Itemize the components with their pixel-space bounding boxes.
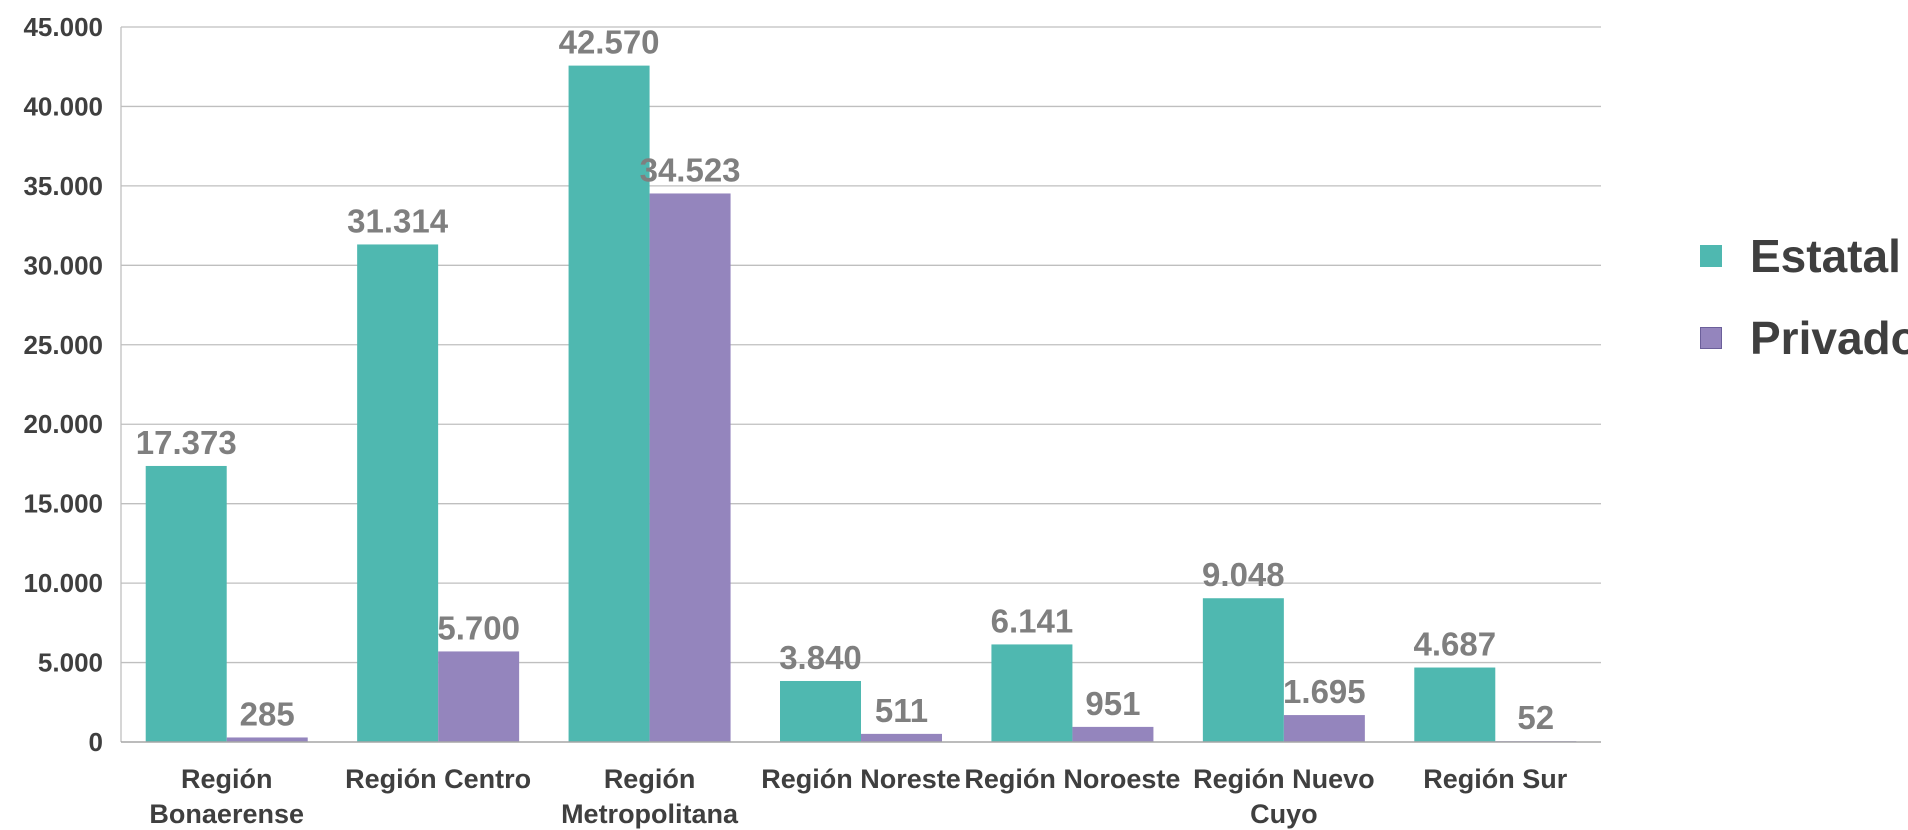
bar-estatal <box>568 65 650 743</box>
y-tick-label: 0 <box>89 727 103 757</box>
x-tick-label: Región Sur <box>1423 764 1567 794</box>
legend-label-privado: Privado <box>1750 312 1908 364</box>
x-tick-label: Región Centro <box>345 764 531 794</box>
gridlines <box>121 26 1601 664</box>
x-axis: Región Bonaerense Región Centro Región Metro… <box>121 741 1601 829</box>
data-label-estatal: 3.840 <box>779 639 862 676</box>
data-label-privado: 34.523 <box>640 151 741 188</box>
y-tick-label: 40.000 <box>23 91 103 121</box>
bar-privado <box>861 733 942 742</box>
y-tick-label: 20.000 <box>23 409 103 439</box>
bars <box>145 65 1577 743</box>
data-label-privado: 951 <box>1085 685 1140 722</box>
bar-privado <box>226 737 308 742</box>
data-label-estatal: 42.570 <box>559 24 660 61</box>
x-tick-label: Metropolitana <box>561 799 739 829</box>
bar-privado <box>438 651 520 742</box>
data-label-privado: 285 <box>240 695 295 732</box>
bar-estatal <box>145 465 227 742</box>
x-tick-label: Región <box>604 764 696 794</box>
y-tick-label: 10.000 <box>23 568 103 598</box>
bar-estatal <box>1414 667 1496 742</box>
y-tick-label: 30.000 <box>23 250 103 280</box>
bar-estatal <box>991 644 1073 742</box>
x-tick-label: Cuyo <box>1250 799 1318 829</box>
data-labels: 17.373 31.314 42.570 3.840 6.141 9.048 4.687 28… <box>136 24 1554 737</box>
legend-swatch-estatal <box>1700 245 1722 267</box>
data-label-estatal: 4.687 <box>1413 626 1496 663</box>
legend-item-estatal: Estatal <box>1700 215 1908 297</box>
bar-estatal <box>1202 598 1284 742</box>
bar-privado <box>649 193 731 742</box>
data-label-privado: 511 <box>875 692 928 729</box>
x-tick-label: Región Nuevo <box>1193 764 1375 794</box>
data-label-privado: 52 <box>1517 699 1554 736</box>
bar-privado <box>1283 715 1365 742</box>
bar-privado <box>1072 726 1154 742</box>
y-tick-label: 35.000 <box>23 171 103 201</box>
data-label-estatal: 9.048 <box>1202 556 1285 593</box>
legend-item-privado: Privado <box>1700 297 1908 379</box>
data-label-privado: 1.695 <box>1283 673 1366 710</box>
x-tick-label: Región Noreste <box>761 764 961 794</box>
legend-swatch-privado <box>1700 327 1722 349</box>
data-label-privado: 5.700 <box>437 609 520 646</box>
x-tick-label: Bonaerense <box>149 799 304 829</box>
legend-label-estatal: Estatal <box>1750 230 1901 282</box>
data-label-estatal: 6.141 <box>991 602 1074 639</box>
bar-estatal <box>780 680 861 742</box>
legend: Estatal Privado <box>1700 215 1908 379</box>
y-tick-label: 5.000 <box>38 648 103 678</box>
x-tick-label: Región Noroeste <box>964 764 1180 794</box>
data-label-estatal: 17.373 <box>136 424 237 461</box>
y-axis: 0 5.000 10.000 15.000 20.000 25.000 30.000 35.0… <box>23 12 122 757</box>
bar-estatal <box>357 244 439 743</box>
y-tick-label: 25.000 <box>23 330 103 360</box>
x-tick-label: Región <box>181 764 273 794</box>
data-label-estatal: 31.314 <box>347 202 449 239</box>
y-tick-label: 15.000 <box>23 489 103 519</box>
y-tick-label: 45.000 <box>23 12 103 42</box>
